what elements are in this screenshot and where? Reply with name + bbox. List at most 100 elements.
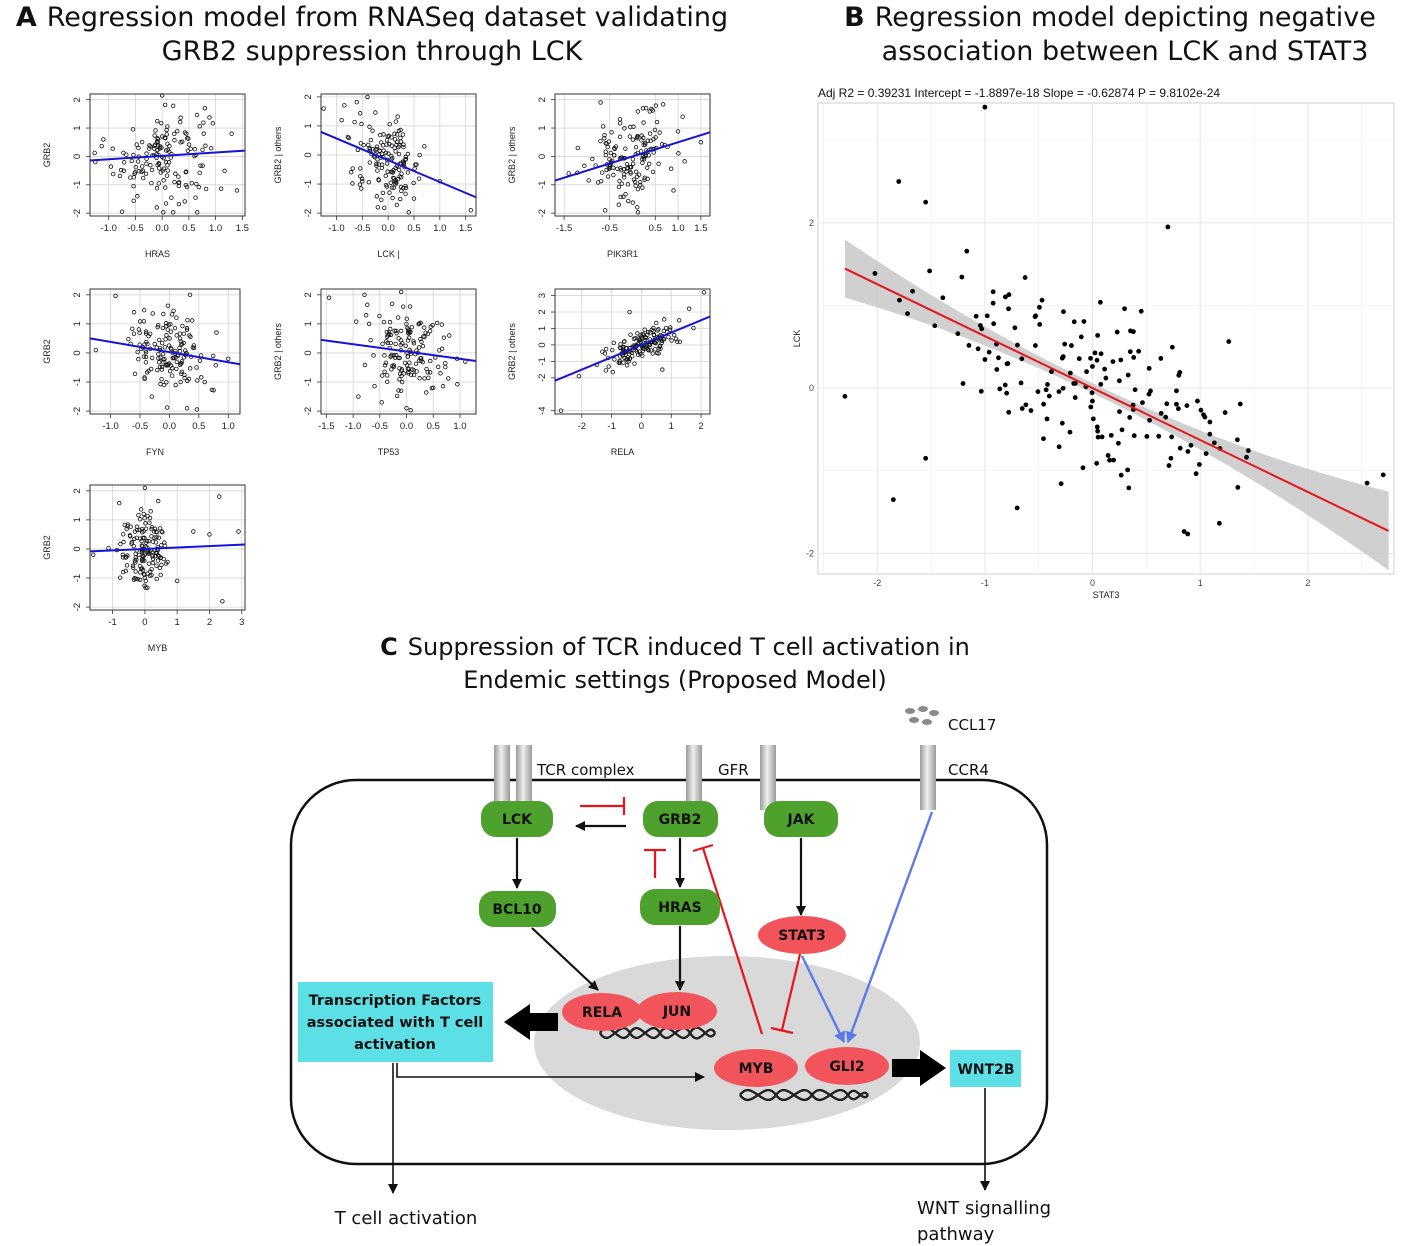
scatter-point (393, 179, 398, 185)
scatter-point (164, 380, 169, 385)
scatter-point (672, 332, 677, 338)
scatter-point (124, 152, 129, 157)
scatter-point (161, 359, 166, 365)
scatter-point (441, 335, 447, 340)
scatter-point (110, 171, 116, 177)
scatter-point (388, 169, 394, 175)
y-axis-label: GRB2 (42, 143, 52, 168)
scatter-point (1076, 356, 1082, 362)
x-tick-label: -1.0 (102, 421, 118, 432)
scatter-point (399, 171, 404, 176)
scatter-point (423, 330, 428, 335)
scatter-point (638, 182, 643, 188)
scatter-point (367, 160, 372, 165)
x-axis-label: RELA (611, 447, 635, 457)
scatter-point (635, 109, 641, 114)
scatter-point (1125, 372, 1131, 378)
scatter-point (142, 375, 147, 380)
scatter-point (166, 160, 172, 165)
chart-a7-myb-vs-grb2: -1 0 1 2 3 -2 -1 0 1 2 MYB GRB2 (42, 484, 246, 653)
scatter-point (173, 171, 178, 176)
scatter-point (154, 563, 159, 568)
scatter-point (144, 538, 150, 544)
scatter-point (404, 405, 409, 411)
scatter-point (396, 388, 401, 393)
scatter-point (611, 172, 616, 178)
y-tick-label: 0 (72, 154, 83, 159)
scatter-point (156, 137, 161, 142)
x-tick-label: 1.0 (453, 421, 466, 432)
scatter-point (997, 386, 1003, 392)
scatter-point (144, 161, 149, 166)
scatter-point (365, 94, 370, 100)
scatter-point (210, 121, 215, 126)
scatter-point (1059, 355, 1065, 361)
scatter-point (396, 167, 402, 173)
scatter-point (139, 169, 144, 175)
scatter-point (1039, 297, 1045, 303)
scatter-point (389, 301, 395, 306)
x-tick-label: 1 (1198, 578, 1203, 588)
scatter-point (161, 178, 166, 183)
scatter-point (139, 549, 145, 555)
scatter-point (394, 202, 400, 208)
scatter-point (1127, 415, 1133, 420)
scatter-point (159, 364, 165, 370)
scatter-point (184, 327, 190, 333)
scatter-point (383, 150, 389, 156)
x-tick-label: 0 (1090, 578, 1095, 588)
scatter-point (656, 161, 661, 167)
scatter-point (92, 150, 97, 156)
scatter-point (194, 407, 200, 412)
scatter-point (638, 351, 643, 357)
scatter-point (598, 138, 603, 144)
scatter-point (401, 160, 406, 165)
scatter-point (387, 141, 392, 147)
scatter-point (136, 145, 141, 151)
scatter-point (404, 363, 410, 368)
scatter-point (121, 160, 127, 165)
scatter-point (187, 292, 193, 298)
scatter-point (405, 170, 411, 175)
scatter-point (605, 144, 610, 150)
scatter-point (1046, 393, 1052, 399)
scatter-point (399, 379, 405, 385)
y-tick-label: -1 (303, 378, 314, 386)
scatter-point (417, 376, 422, 381)
scatter-point (669, 338, 674, 343)
scatter-point (382, 353, 387, 358)
scatter-point (1022, 275, 1028, 280)
scatter-point (434, 320, 440, 326)
scatter-point (197, 124, 202, 129)
node-bcl10 (479, 891, 556, 927)
scatter-point (367, 145, 372, 151)
x-tick-label: 1 (175, 617, 180, 628)
y-axis-label: LCK (792, 330, 802, 348)
scatter-point (1059, 420, 1065, 426)
scatter-point (163, 159, 169, 165)
scatter-point (384, 379, 390, 385)
scatter-point (1094, 357, 1100, 363)
scatter-point (146, 333, 151, 339)
y-tick-label: 0 (537, 154, 548, 159)
scatter-point (616, 202, 622, 207)
x-tick-label: -1.5 (318, 421, 334, 432)
scatter-point (154, 205, 160, 210)
scatter-point (623, 352, 628, 357)
y-tick-label: 0 (72, 546, 83, 551)
scatter-point (654, 119, 660, 125)
scatter-point (960, 381, 966, 386)
scatter-point (193, 195, 198, 200)
x-tick-label: -0.5 (602, 223, 618, 234)
scatter-point (1181, 529, 1187, 534)
scatter-point (624, 161, 630, 167)
scatter-point (158, 355, 163, 360)
scatter-point (169, 195, 174, 200)
scatter-point (342, 103, 347, 108)
scatter-point (200, 163, 205, 168)
scatter-point (156, 161, 162, 167)
scatter-point (406, 369, 411, 375)
scatter-point (666, 334, 671, 340)
scatter-point (130, 127, 136, 132)
scatter-point (376, 178, 382, 183)
